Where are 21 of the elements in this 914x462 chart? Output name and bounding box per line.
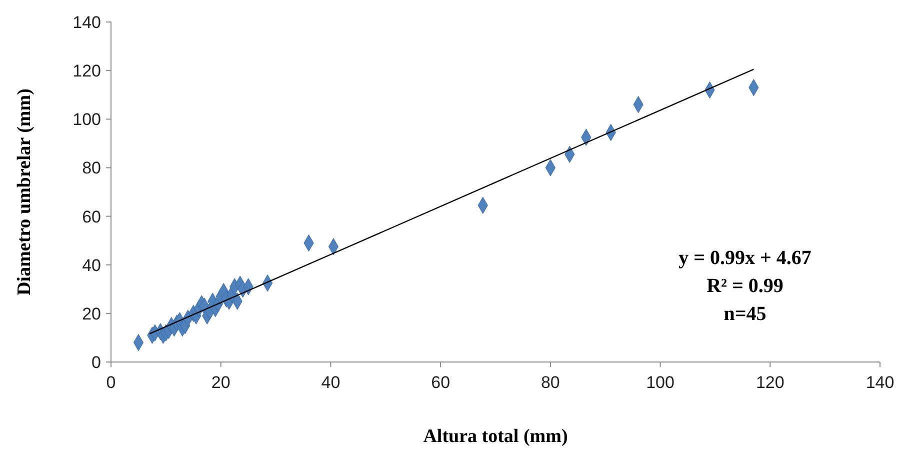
y-tick-label: 20 bbox=[82, 304, 101, 324]
y-tick-label: 100 bbox=[72, 110, 101, 130]
y-tick-label: 140 bbox=[72, 13, 101, 32]
x-tick-label: 60 bbox=[431, 373, 450, 392]
annotation: R² = 0.99 bbox=[706, 275, 784, 297]
y-tick-label: 0 bbox=[92, 353, 101, 372]
y-tick-label: 60 bbox=[82, 207, 101, 226]
x-tick-label: 120 bbox=[756, 373, 784, 392]
x-axis-title: Altura total (mm) bbox=[423, 426, 568, 447]
y-tick-label: 80 bbox=[82, 158, 101, 178]
y-tick-label: 120 bbox=[72, 62, 101, 81]
x-tick-label: 0 bbox=[106, 373, 116, 392]
x-tick-label: 40 bbox=[321, 373, 340, 392]
annotation: y = 0.99x + 4.67 bbox=[678, 247, 812, 269]
x-tick-label: 80 bbox=[540, 373, 560, 392]
x-tick-label: 140 bbox=[866, 373, 894, 392]
x-tick-label: 100 bbox=[646, 373, 674, 392]
y-tick-label: 40 bbox=[82, 256, 101, 275]
y-axis-title: Diametro umbrelar (mm) bbox=[14, 88, 35, 296]
x-tick-label: 20 bbox=[211, 373, 230, 392]
annotation: n=45 bbox=[724, 303, 766, 325]
